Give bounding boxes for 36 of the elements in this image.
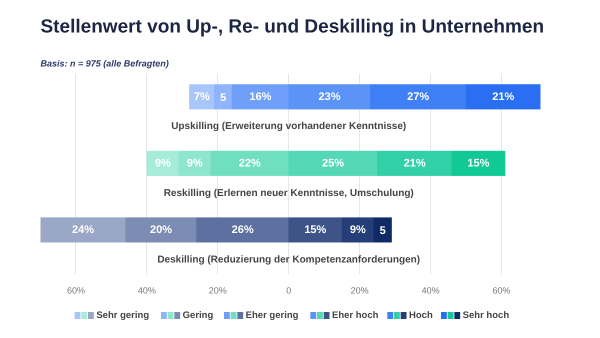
x-tick-label: 40%: [138, 286, 156, 296]
legend-label: Sehr hoch: [462, 310, 510, 321]
data-label: 16%: [249, 90, 272, 103]
x-tick-label: 40%: [422, 286, 440, 296]
chart-title: Stellenwert von Up-, Re- und Deskilling in Unternehmen: [40, 16, 544, 38]
legend-label: Sehr gering: [96, 310, 150, 321]
y-tick-label: Reskilling (Erlernen neuer Kenntnisse, Umschulung): [164, 188, 414, 199]
y-tick-label: Deskilling (Reduzierung der Kompetenzanforderungen): [157, 254, 420, 266]
legend-label: Gering: [182, 310, 214, 321]
y-tick-label: Upskilling (Erweiterung vorhandener Kenntnisse): [171, 121, 406, 132]
data-label: 23%: [318, 90, 341, 103]
data-label: 27%: [407, 90, 430, 103]
data-label: 7%: [194, 90, 210, 103]
legend-label: Hoch: [409, 310, 433, 321]
data-label: 15%: [467, 157, 490, 170]
data-label: 15%: [304, 224, 327, 236]
x-tick-label: 0: [286, 286, 292, 296]
data-label: 9%: [186, 157, 203, 170]
data-label: 21%: [404, 157, 426, 170]
x-tick-label: 60%: [492, 286, 510, 296]
text: Basis: n = 975 (alle Befragten): [40, 58, 169, 68]
data-label: 22%: [238, 157, 261, 170]
legend-label: Eher hoch: [332, 310, 379, 321]
x-tick-label: 20%: [350, 286, 369, 296]
data-label: 25%: [322, 157, 344, 170]
x-tick-label: 60%: [66, 286, 85, 296]
legend-label: Eher gering: [246, 310, 299, 321]
data-label: 9%: [154, 157, 172, 170]
x-tick-label: 20%: [208, 286, 227, 296]
data-label: 5: [380, 224, 386, 237]
data-label: 20%: [150, 224, 172, 236]
data-label: 24%: [72, 224, 94, 236]
data-label: 9%: [350, 224, 366, 236]
data-label: 26%: [232, 224, 254, 236]
data-label: 21%: [492, 90, 514, 103]
data-label: 5: [220, 92, 226, 104]
